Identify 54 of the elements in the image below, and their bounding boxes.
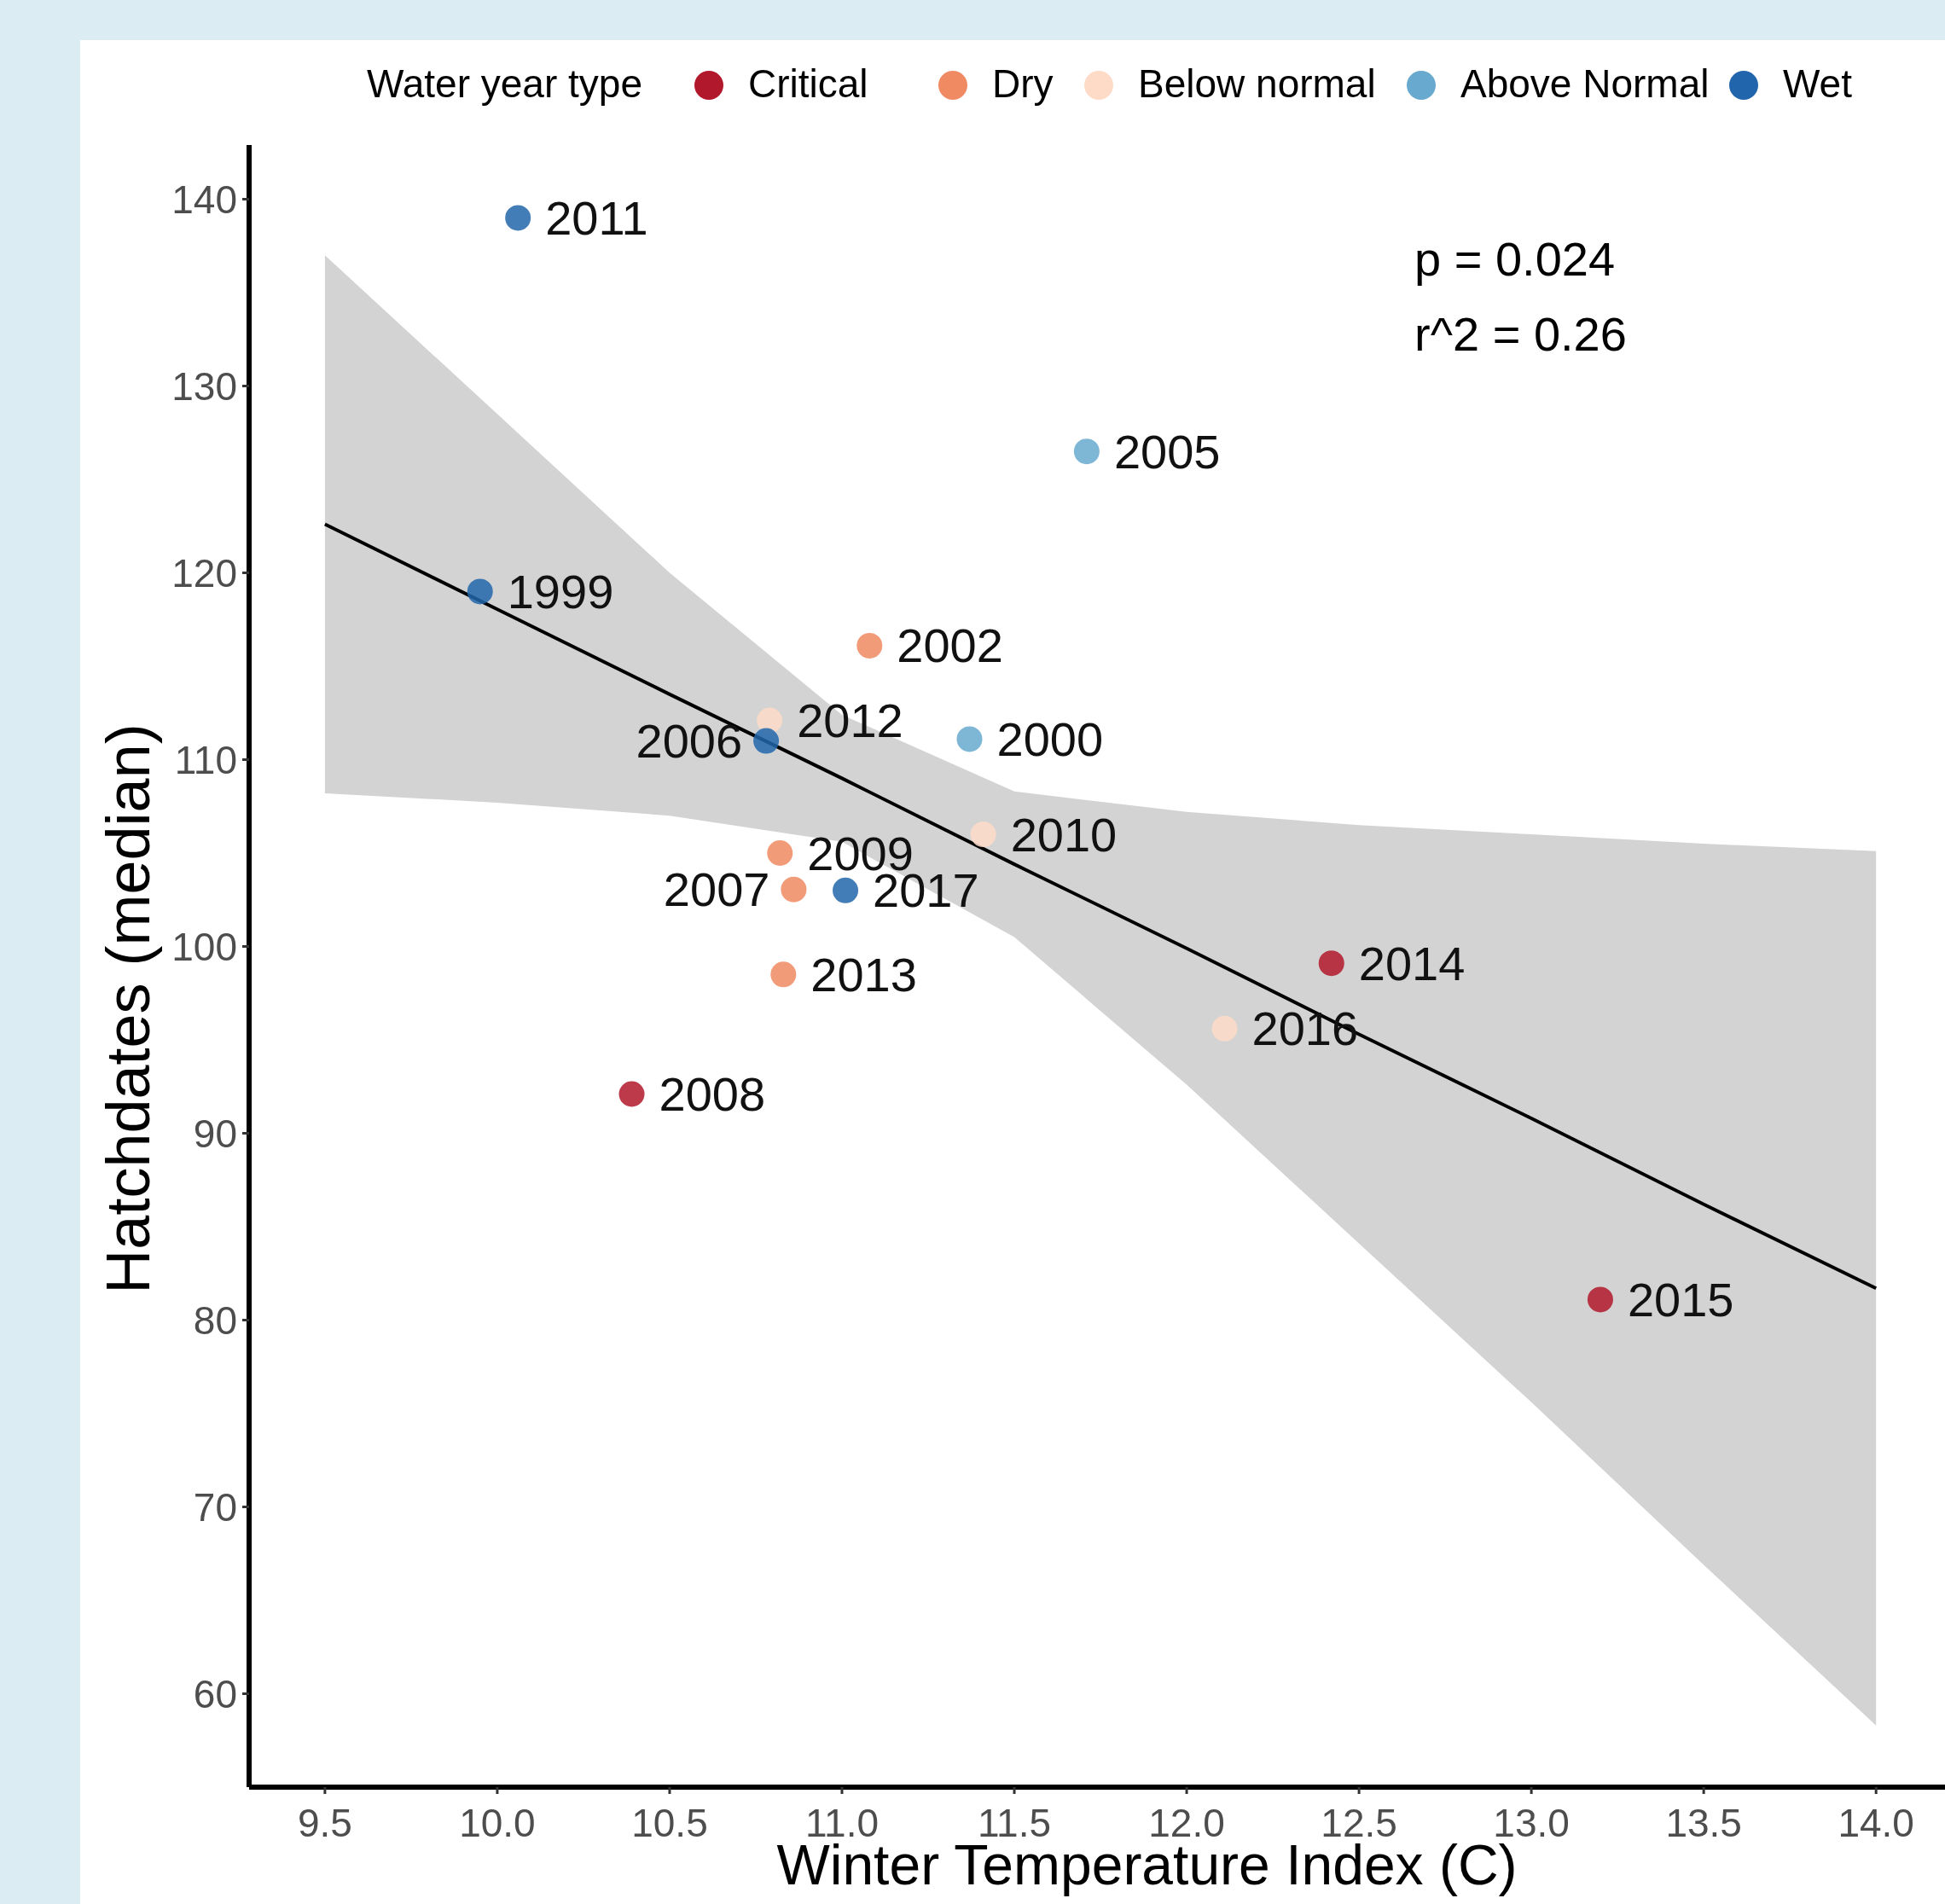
y-tick-label: 110 xyxy=(174,737,237,782)
point xyxy=(781,876,807,903)
x-tick-label: 11.5 xyxy=(977,1801,1052,1845)
point xyxy=(753,728,780,754)
annotation: p = 0.024 xyxy=(1414,231,1616,286)
legend-label: Wet xyxy=(1783,61,1853,107)
y-tick-label: 90 xyxy=(193,1111,237,1156)
point xyxy=(1211,1015,1238,1042)
point xyxy=(767,840,793,867)
legend-label: Above Normal xyxy=(1460,61,1710,107)
annotation: 2012 xyxy=(797,694,903,748)
point xyxy=(1587,1286,1613,1313)
y-tick-label: 130 xyxy=(171,363,237,409)
y-tick-label: 120 xyxy=(171,550,237,595)
point xyxy=(1318,950,1344,977)
x-tick-label: 12.0 xyxy=(1148,1801,1225,1845)
annotation: 2010 xyxy=(1010,807,1118,862)
annotation: 2007 xyxy=(663,862,770,917)
point xyxy=(956,726,983,752)
legend-label: Below normal xyxy=(1138,61,1376,107)
annotation: 2008 xyxy=(659,1067,766,1122)
x-tick-label: 10.0 xyxy=(459,1801,536,1845)
point xyxy=(467,578,493,605)
annotation: 2015 xyxy=(1627,1272,1734,1326)
y-tick-label: 140 xyxy=(171,177,237,222)
annotation: 2014 xyxy=(1358,936,1466,990)
annotation: 2016 xyxy=(1251,1001,1359,1056)
point xyxy=(970,821,996,848)
point xyxy=(1073,438,1100,465)
annotation: 2002 xyxy=(897,618,1003,673)
point xyxy=(770,961,797,988)
annotation: 2000 xyxy=(996,711,1104,766)
x-tick-label: 13.5 xyxy=(1665,1801,1742,1845)
point xyxy=(856,632,883,659)
annotation: 2005 xyxy=(1113,424,1221,479)
y-tick-label: 80 xyxy=(193,1297,237,1343)
legend-label: Critical xyxy=(748,61,868,107)
x-tick-label: 9.5 xyxy=(297,1801,352,1845)
y-tick-label: 60 xyxy=(193,1671,237,1716)
legend-label: Dry xyxy=(992,61,1054,107)
y-tick-label: 100 xyxy=(171,924,237,969)
y-axis-title: Hatchdates (median) xyxy=(94,723,162,1294)
point xyxy=(618,1081,645,1107)
y-tick-label: 70 xyxy=(193,1484,237,1530)
annotation: 2013 xyxy=(810,947,917,1001)
annotation: 1999 xyxy=(507,564,614,618)
point xyxy=(505,205,531,231)
x-tick-label: 10.5 xyxy=(631,1801,708,1845)
annotation: r^2 = 0.26 xyxy=(1414,306,1627,361)
annotation: 2011 xyxy=(545,190,648,245)
x-tick-label: 14.0 xyxy=(1838,1801,1914,1845)
point xyxy=(833,877,859,903)
legend-title: Water year type xyxy=(367,61,642,107)
annotation: 2006 xyxy=(636,714,743,769)
